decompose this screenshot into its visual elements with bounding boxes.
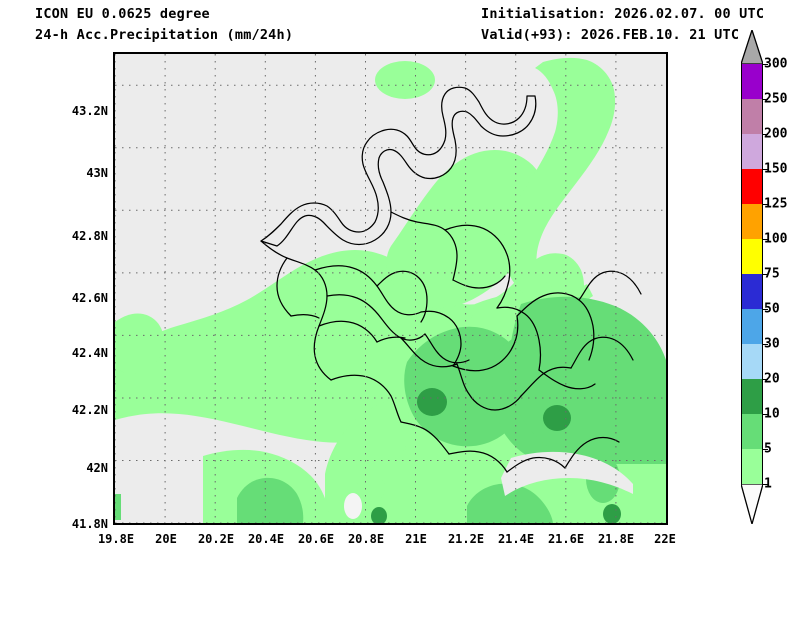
colorbar-under-arrow xyxy=(741,484,763,524)
colorbar-tick-10 xyxy=(763,414,768,415)
precip-band-10to20 xyxy=(371,388,621,523)
colorbar-label-200: 200 xyxy=(764,126,788,142)
lat-tick-43N: 43N xyxy=(86,166,108,181)
lon-tick-19.8E: 19.8E xyxy=(97,532,135,546)
colorbar-band-100-125[interactable] xyxy=(741,204,763,239)
lat-tick-42.8N: 42.8N xyxy=(71,228,108,243)
header-block: ICON EU 0.0625 degree 24-h Acc.Precipita… xyxy=(0,0,800,52)
colorbar-tick-50 xyxy=(763,309,768,310)
lat-tick-43.2N: 43.2N xyxy=(71,103,108,118)
lat-tick-42.4N: 42.4N xyxy=(71,345,108,360)
map-plot-area[interactable] xyxy=(113,52,668,525)
lat-tick-42.6N: 42.6N xyxy=(71,291,108,306)
colorbar-label-250: 250 xyxy=(764,91,788,107)
colorbar-band-150-200[interactable] xyxy=(741,134,763,169)
initialisation-time-text: Initialisation: 2026.02.07. 00 UTC xyxy=(481,6,765,22)
lon-tick-20E: 20E xyxy=(155,532,177,546)
colorbar-band-5-10[interactable] xyxy=(741,414,763,449)
lon-tick-20.8E: 20.8E xyxy=(347,532,385,546)
colorbar-tick-75 xyxy=(763,274,768,275)
colorbar-band-20-30[interactable] xyxy=(741,344,763,379)
colorbar-band-1-5[interactable] xyxy=(741,449,763,484)
colorbar-label-20: 20 xyxy=(764,371,780,387)
colorbar-label-10: 10 xyxy=(764,406,780,422)
colorbar-over-arrow xyxy=(741,30,763,64)
colorbar-tick-5 xyxy=(763,449,768,450)
lon-tick-22E: 22E xyxy=(654,532,676,546)
colorbar-band-250-300[interactable] xyxy=(741,64,763,99)
lon-tick-20.6E: 20.6E xyxy=(297,532,335,546)
map-canvas xyxy=(115,54,666,523)
colorbar-tick-30 xyxy=(763,344,768,345)
lon-tick-20.2E: 20.2E xyxy=(197,532,235,546)
colorbar[interactable] xyxy=(741,64,768,485)
administrative-borders xyxy=(260,86,642,473)
map-gridlines xyxy=(115,54,666,523)
colorbar-tick-250 xyxy=(763,99,768,100)
colorbar-tick-200 xyxy=(763,134,768,135)
colorbar-label-50: 50 xyxy=(764,301,780,317)
dry-area-holes xyxy=(344,451,633,519)
colorbar-tick-125 xyxy=(763,204,768,205)
colorbar-label-75: 75 xyxy=(764,266,780,282)
lon-tick-21.6E: 21.6E xyxy=(547,532,585,546)
lat-tick-42N: 42N xyxy=(86,461,108,476)
valid-time-text: Valid(+93): 2026.FEB.10. 21 UTC xyxy=(481,27,740,43)
colorbar-label-150: 150 xyxy=(764,161,788,177)
colorbar-band-50-75[interactable] xyxy=(741,274,763,309)
lat-tick-41.8N: 41.8N xyxy=(71,517,108,531)
colorbar-band-125-150[interactable] xyxy=(741,169,763,204)
colorbar-label-1: 1 xyxy=(764,476,772,492)
colorbar-tick-150 xyxy=(763,169,768,170)
lon-tick-21.2E: 21.2E xyxy=(447,532,485,546)
colorbar-label-300: 300 xyxy=(764,56,788,72)
lon-tick-20.4E: 20.4E xyxy=(247,532,285,546)
colorbar-tick-300 xyxy=(763,64,768,65)
colorbar-tick-20 xyxy=(763,379,768,380)
colorbar-band-10-20[interactable] xyxy=(741,379,763,414)
colorbar-tick-100 xyxy=(763,239,768,240)
lat-tick-42.2N: 42.2N xyxy=(71,403,108,418)
colorbar-label-125: 125 xyxy=(764,196,788,212)
colorbar-label-30: 30 xyxy=(764,336,780,352)
lon-tick-21.8E: 21.8E xyxy=(597,532,635,546)
lon-tick-21.4E: 21.4E xyxy=(497,532,535,546)
colorbar-label-5: 5 xyxy=(764,441,772,457)
field-name-text: 24-h Acc.Precipitation (mm/24h) xyxy=(35,27,294,43)
colorbar-band-75-100[interactable] xyxy=(741,239,763,274)
colorbar-band-200-250[interactable] xyxy=(741,99,763,134)
precipitation-map-svg xyxy=(115,54,666,523)
colorbar-band-30-50[interactable] xyxy=(741,309,763,344)
lon-tick-21E: 21E xyxy=(405,532,427,546)
colorbar-label-100: 100 xyxy=(764,231,788,247)
model-name-text: ICON EU 0.0625 degree xyxy=(35,6,210,22)
colorbar-tick-1 xyxy=(763,484,768,485)
